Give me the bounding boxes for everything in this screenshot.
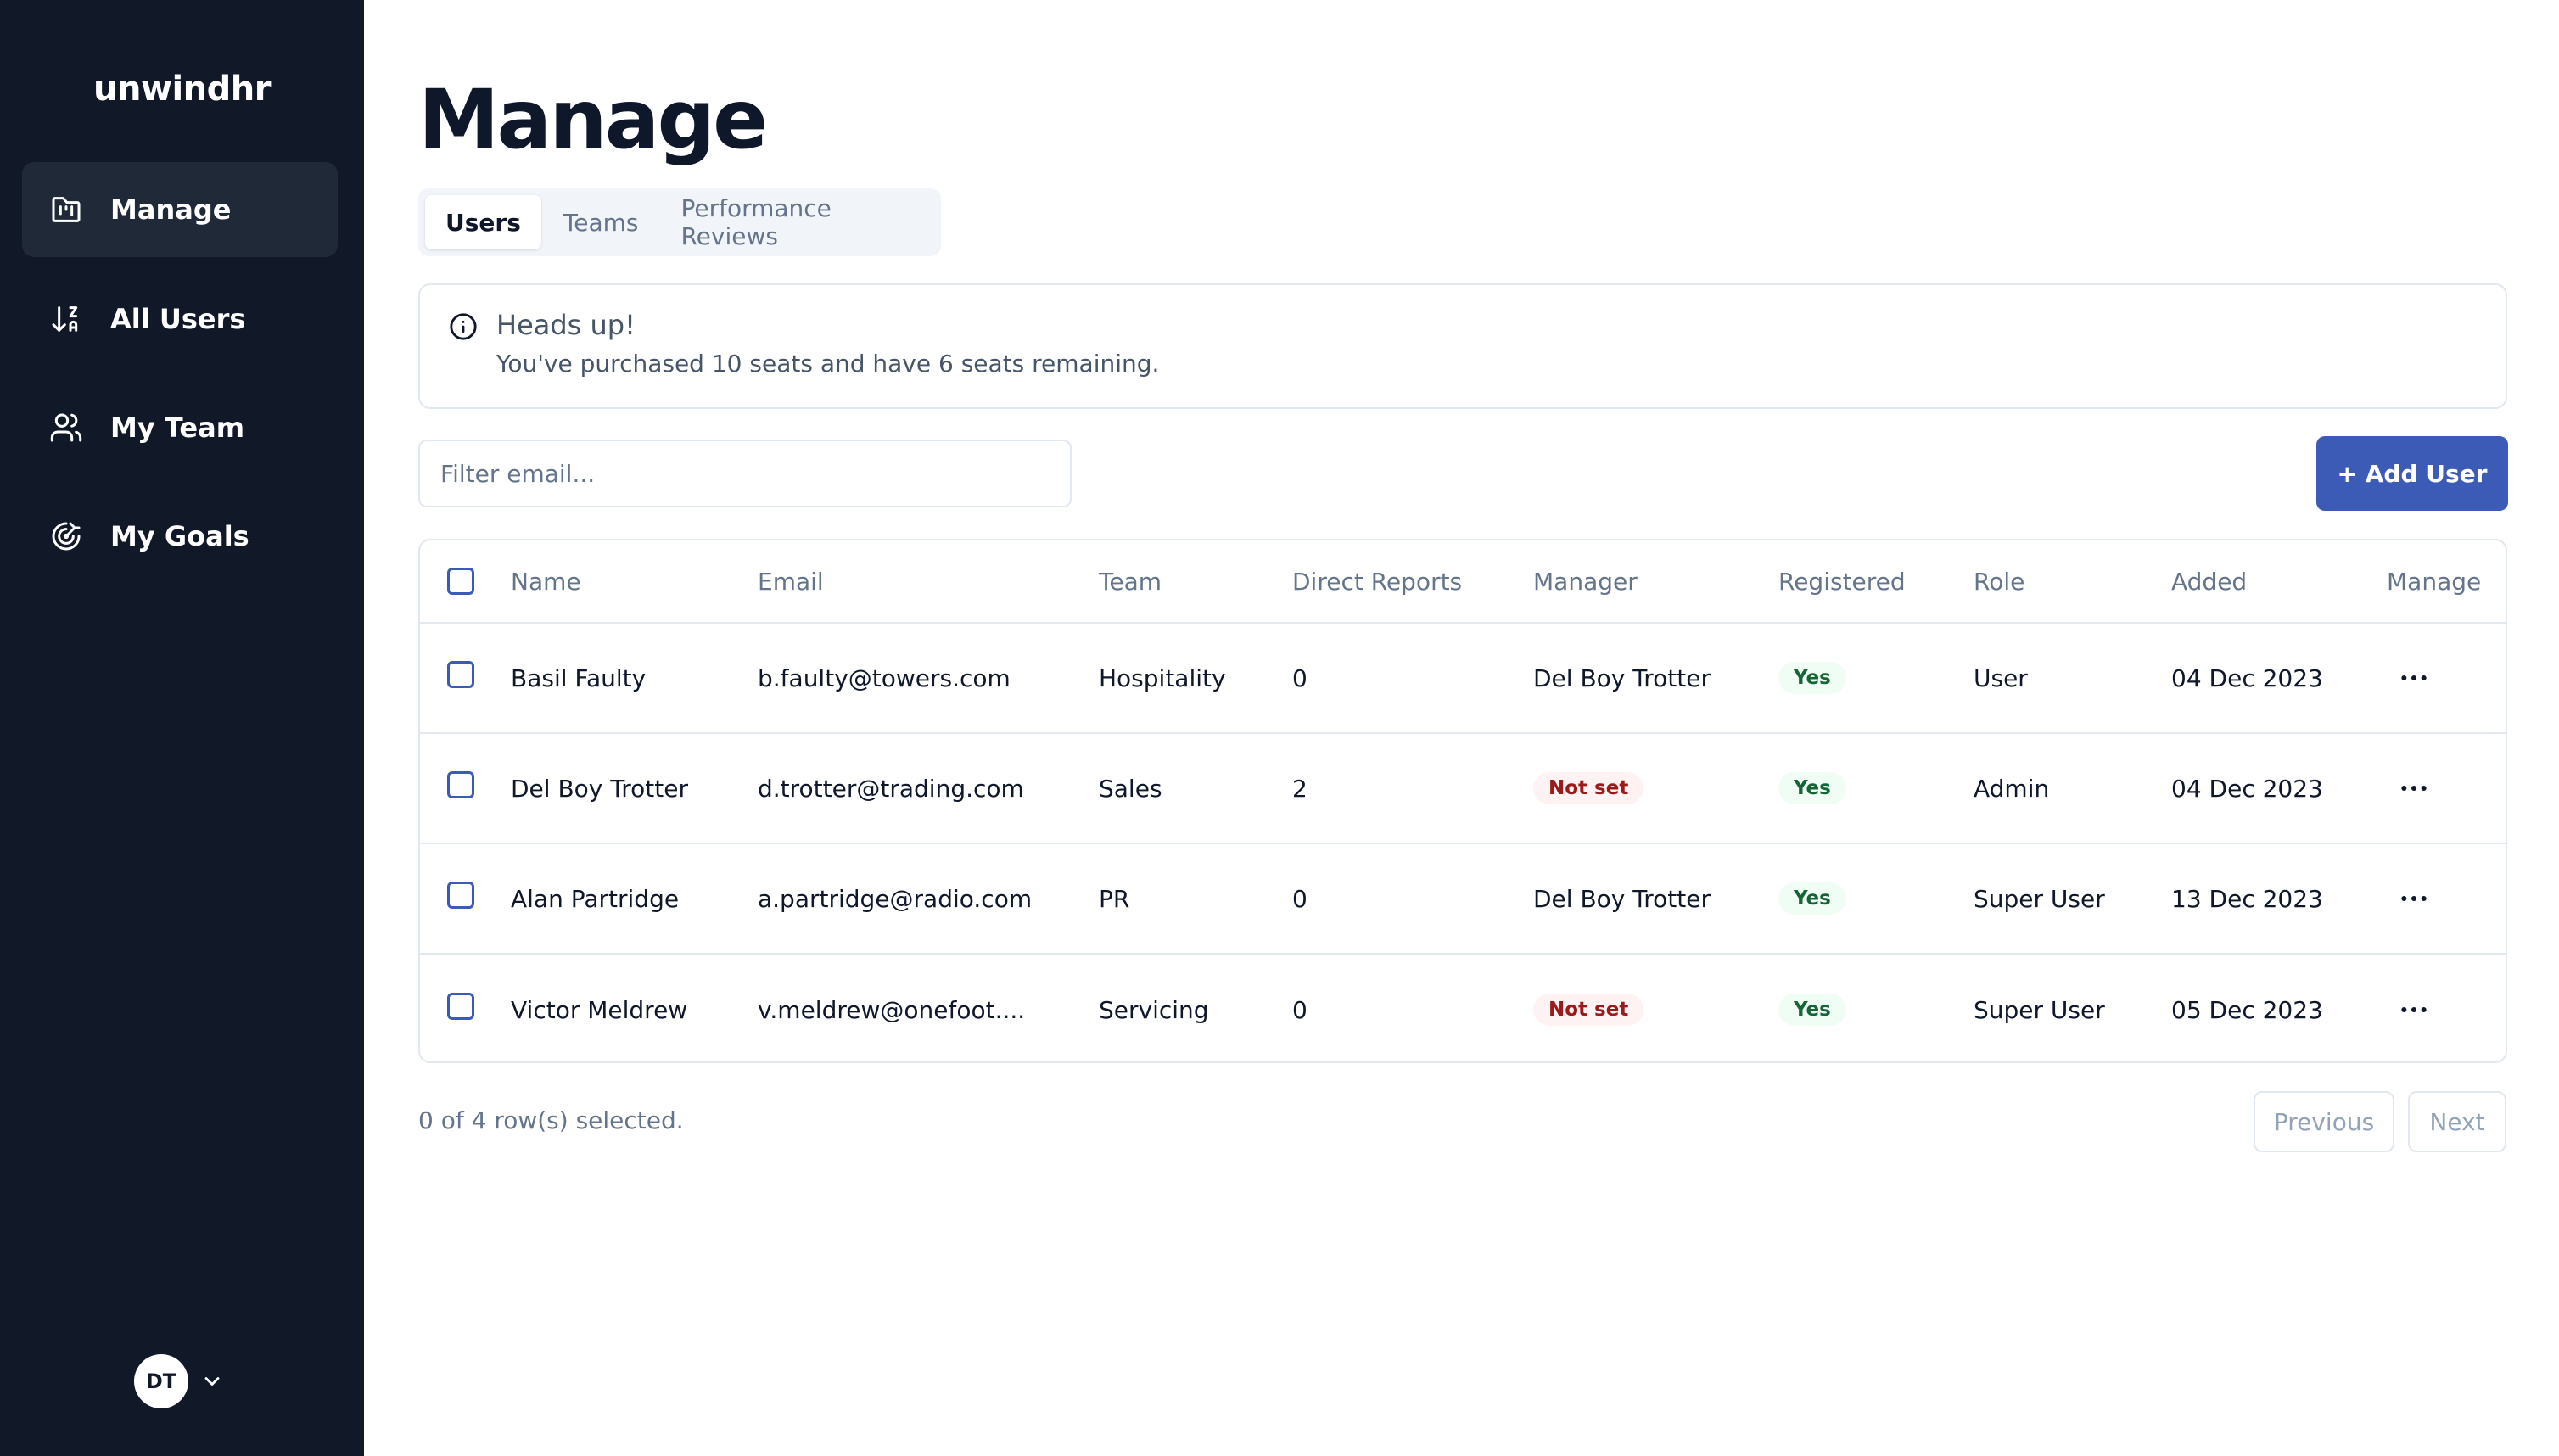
previous-page-button[interactable]: Previous [2254,1091,2394,1152]
cell-name: Victor Meldrew [511,995,688,1024]
registered-badge: Yes [1778,882,1846,915]
column-header-direct-reports[interactable]: Direct Reports [1292,567,1463,596]
row-checkbox[interactable] [447,771,474,798]
column-header-role[interactable]: Role [1974,567,2025,596]
more-horizontal-icon[interactable] [2397,882,2431,916]
sidebar: unwindhr Manage All Users [0,0,364,1456]
sidebar-item-all-users[interactable]: All Users [22,272,338,367]
column-header-added[interactable]: Added [2171,567,2248,596]
sidebar-item-label: My Team [110,412,245,444]
cell-added: 05 Dec 2023 [2171,995,2323,1024]
cell-role: User [1974,664,2028,692]
next-page-button[interactable]: Next [2408,1091,2506,1152]
table-header-row: Name Email Team Direct Reports Manager R… [420,540,2506,624]
cell-team: Hospitality [1099,664,1226,692]
alert-title: Heads up! [496,309,636,341]
goal-target-icon [49,519,83,553]
app-logo[interactable]: unwindhr [93,70,271,109]
page-title: Manage [418,72,768,167]
filter-email-input[interactable] [418,440,1072,507]
cell-name: Basil Faulty [511,664,647,692]
cell-name: Alan Partridge [511,884,680,913]
registered-badge: Yes [1778,772,1846,804]
table-row: Del Boy Trotter d.trotter@trading.com Sa… [420,734,2506,844]
user-menu[interactable]: DT [134,1354,224,1408]
table-row: Alan Partridge a.partridge@radio.com PR … [420,844,2506,955]
cell-manager: Del Boy Trotter [1533,884,1711,913]
folder-kanban-icon [49,193,83,227]
cell-manager: Del Boy Trotter [1533,664,1711,692]
column-header-name[interactable]: Name [511,567,581,596]
more-horizontal-icon[interactable] [2397,993,2431,1027]
more-horizontal-icon[interactable] [2397,771,2431,805]
cell-email: d.trotter@trading.com [758,774,1024,803]
cell-direct-reports: 0 [1292,664,1307,692]
cell-team: PR [1099,884,1130,913]
row-checkbox[interactable] [447,661,474,688]
alert-description: You've purchased 10 seats and have 6 sea… [496,350,1160,378]
sort-az-icon [49,302,83,336]
more-horizontal-icon[interactable] [2397,661,2431,695]
cell-name: Del Boy Trotter [511,774,688,803]
cell-added: 04 Dec 2023 [2171,774,2323,803]
column-header-manager[interactable]: Manager [1533,567,1638,596]
row-checkbox[interactable] [447,882,474,909]
avatar[interactable]: DT [134,1354,188,1408]
manager-not-set-badge: Not set [1533,772,1644,804]
sidebar-item-label: All Users [110,303,246,335]
cell-role: Super User [1974,995,2105,1024]
cell-added: 04 Dec 2023 [2171,664,2323,692]
cell-direct-reports: 2 [1292,774,1307,803]
tab-users[interactable]: Users [425,195,541,249]
cell-email: a.partridge@radio.com [758,884,1033,913]
cell-role: Super User [1974,884,2105,913]
tab-teams[interactable]: Teams [563,208,639,237]
manager-not-set-badge: Not set [1533,994,1644,1026]
tab-list: Users Teams Performance Reviews [418,188,941,256]
tab-performance-reviews[interactable]: Performance Reviews [680,194,832,250]
sidebar-item-my-goals[interactable]: My Goals [22,489,338,584]
table-row: Basil Faulty b.faulty@towers.com Hospita… [420,624,2506,734]
selection-count: 0 of 4 row(s) selected. [418,1106,684,1134]
sidebar-item-label: My Goals [110,520,249,552]
column-header-registered[interactable]: Registered [1778,567,1906,596]
cell-added: 13 Dec 2023 [2171,884,2323,913]
column-header-email[interactable]: Email [758,567,824,596]
sidebar-item-label: Manage [110,193,232,226]
users-icon [49,411,83,445]
select-all-checkbox[interactable] [447,568,474,595]
sidebar-item-my-team[interactable]: My Team [22,380,338,475]
cell-direct-reports: 0 [1292,884,1307,913]
table-row: Victor Meldrew v.meldrew@onefoot.... Ser… [420,955,2506,1061]
sidebar-item-manage[interactable]: Manage [22,162,338,257]
cell-team: Servicing [1099,995,1209,1024]
column-header-manage: Manage [2387,567,2482,596]
users-table: Name Email Team Direct Reports Manager R… [418,539,2507,1063]
cell-role: Admin [1974,774,2050,803]
chevron-down-icon[interactable] [200,1369,224,1393]
seats-alert: Heads up! You've purchased 10 seats and … [418,283,2507,409]
cell-direct-reports: 0 [1292,995,1307,1024]
row-checkbox[interactable] [447,993,474,1020]
column-header-team[interactable]: Team [1099,567,1162,596]
registered-badge: Yes [1778,662,1846,694]
cell-email: v.meldrew@onefoot.... [758,995,1026,1024]
cell-email: b.faulty@towers.com [758,664,1011,692]
cell-team: Sales [1099,774,1162,803]
add-user-button[interactable]: + Add User [2316,436,2508,511]
info-icon [450,313,477,340]
registered-badge: Yes [1778,994,1846,1026]
